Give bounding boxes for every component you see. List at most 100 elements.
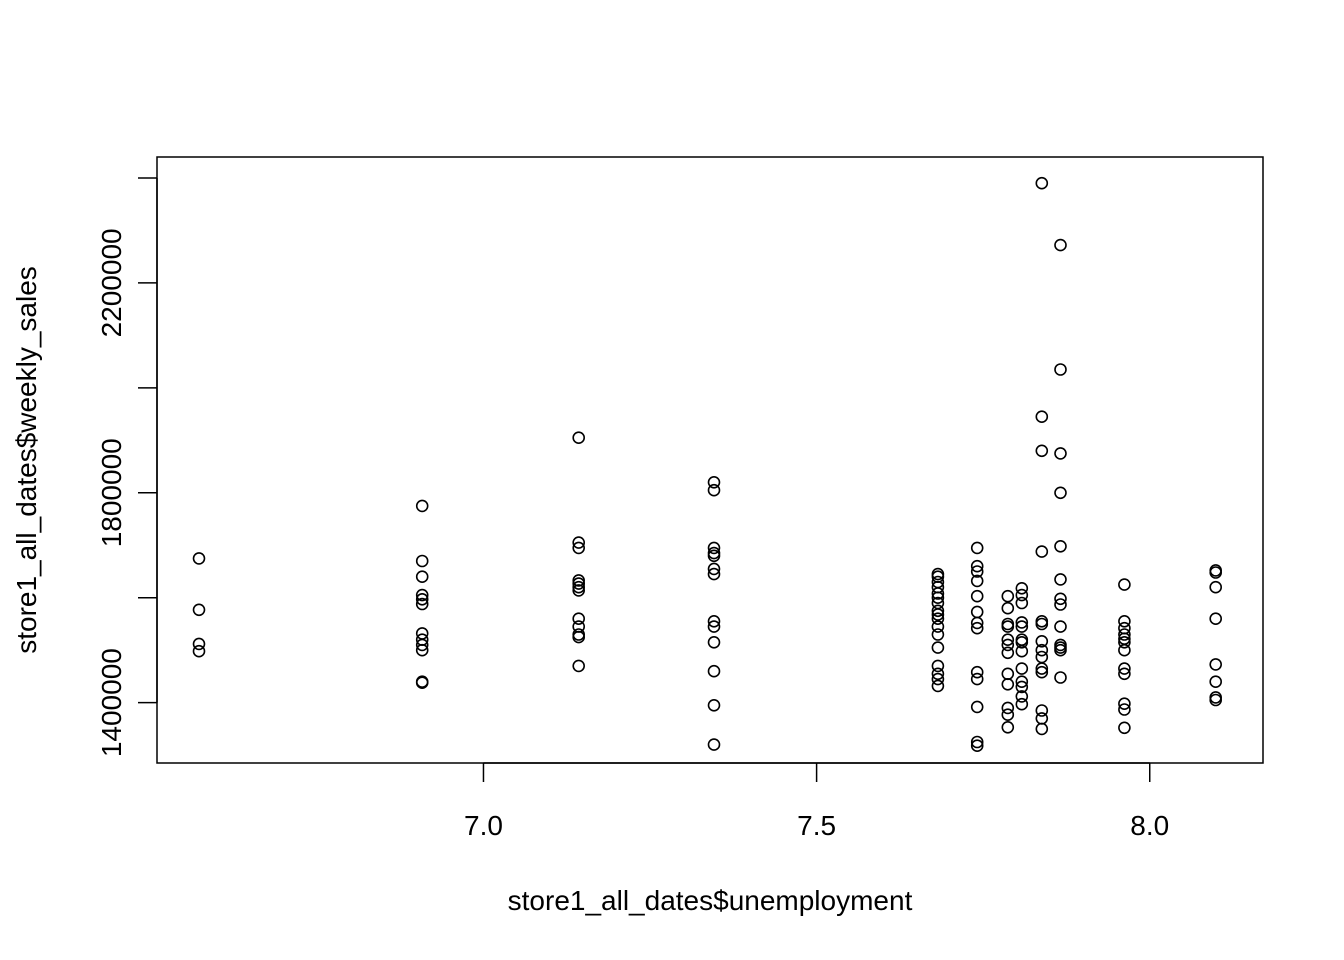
data-point [1054, 486, 1067, 500]
data-point [931, 612, 945, 626]
data-point [1035, 617, 1049, 631]
data-point [1035, 665, 1049, 679]
data-point [931, 641, 945, 654]
data-point [931, 620, 945, 633]
data-point [1001, 638, 1015, 652]
data-point [192, 552, 206, 565]
data-point [1001, 633, 1015, 647]
data-point [192, 644, 206, 658]
data-point [572, 574, 586, 587]
data-point [1001, 720, 1015, 734]
data-point [707, 483, 721, 497]
data-point [970, 589, 984, 603]
data-point [192, 637, 206, 651]
data-point [1015, 588, 1029, 602]
data-point [415, 638, 429, 652]
data-point [707, 698, 721, 712]
data-point [572, 584, 586, 597]
data-point [572, 659, 586, 673]
data-point [931, 679, 945, 693]
data-point [931, 608, 945, 621]
data-point [1054, 643, 1067, 657]
data-point [707, 567, 721, 581]
data-point [572, 612, 586, 626]
data-point [931, 628, 945, 641]
data-point [1209, 675, 1222, 689]
data-point [1015, 616, 1029, 629]
data-point [970, 735, 984, 749]
data-point [1054, 363, 1067, 376]
data-point [1054, 671, 1067, 684]
x-axis: 7.0 7.5 8.0 [464, 762, 1169, 841]
x-tick-label: 8.0 [1130, 810, 1169, 841]
data-point [1054, 620, 1067, 633]
data-point [1054, 598, 1067, 611]
data-point [1035, 722, 1049, 736]
data-point [1035, 410, 1049, 424]
data-point [1054, 573, 1067, 586]
data-point [1035, 634, 1049, 648]
data-point [1015, 635, 1029, 649]
data-point [1118, 703, 1131, 716]
data-point [931, 667, 945, 681]
data-point [1118, 578, 1131, 591]
data-point [415, 499, 429, 513]
y-axis-label: store1_all_dates$weekly_sales [11, 266, 42, 654]
data-point [415, 570, 429, 584]
data-point [1015, 662, 1029, 675]
data-point [707, 614, 721, 628]
x-tick-label: 7.0 [464, 810, 503, 841]
data-point [1209, 658, 1222, 671]
data-point [707, 620, 721, 633]
data-point [1015, 644, 1029, 658]
data-point [572, 580, 586, 594]
data-point [970, 739, 984, 753]
data-point [970, 672, 984, 686]
data-point [931, 587, 945, 600]
data-point [931, 672, 945, 686]
data-point [970, 621, 984, 635]
y-axis: 1400000 1800000 2200000 [96, 177, 158, 757]
plot-frame [156, 156, 1264, 764]
data-point [1209, 693, 1222, 707]
data-point [1118, 721, 1131, 735]
data-point [572, 431, 586, 445]
data-point [707, 738, 721, 751]
data-point [415, 554, 429, 568]
data-point [1001, 589, 1015, 603]
data-point [1001, 677, 1015, 691]
data-point [1118, 614, 1131, 628]
data-point [1035, 444, 1049, 458]
data-point [1209, 580, 1222, 594]
data-point [1054, 539, 1067, 553]
data-point [415, 597, 429, 611]
data-point [707, 635, 721, 649]
data-point [1035, 545, 1049, 558]
data-point [1054, 238, 1067, 252]
x-tick-label: 7.5 [797, 810, 836, 841]
points-layer [192, 176, 1222, 753]
data-point [1001, 701, 1015, 715]
data-point [1001, 646, 1015, 660]
data-point [970, 559, 984, 573]
x-axis-label: store1_all_dates$unemployment [508, 885, 913, 916]
data-point [1118, 635, 1131, 649]
data-point [970, 574, 984, 588]
data-point [970, 700, 984, 714]
data-point [707, 475, 721, 489]
data-point [707, 549, 721, 563]
data-point [1001, 708, 1015, 722]
data-point [1015, 675, 1029, 689]
data-point [572, 630, 586, 644]
data-point [1035, 643, 1049, 657]
data-point [415, 592, 429, 606]
y-tick-label: 2200000 [96, 228, 127, 337]
data-point [192, 603, 206, 617]
data-point [572, 536, 586, 549]
data-point [415, 643, 429, 657]
data-point [707, 562, 721, 576]
data-point [1001, 620, 1015, 633]
data-point [970, 616, 984, 630]
